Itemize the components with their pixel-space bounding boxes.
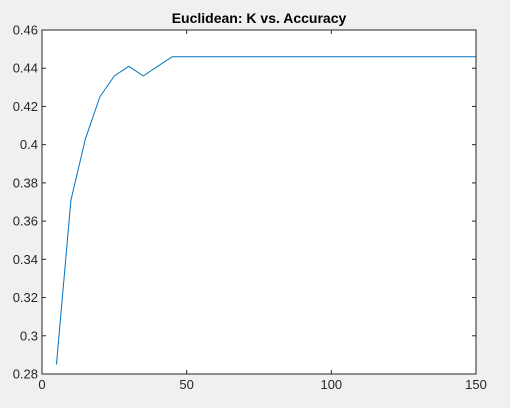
y-tick-label: 0.36 [13,214,38,229]
y-tick-label: 0.3 [20,328,38,343]
plot-area [42,30,476,374]
series-layer [55,56,476,365]
axes-box [41,29,477,375]
y-tick-label: 0.46 [13,23,38,38]
chart-title: Euclidean: K vs. Accuracy [172,10,347,26]
y-tick-label: 0.38 [13,175,38,190]
axes-layer: 0 50 100 150 0.28 0.3 0.32 0.34 0.36 0.38 0.4 0.42 0… [13,23,487,393]
y-tick-label: 0.28 [13,367,38,382]
y-tick-label: 0.42 [13,99,38,114]
x-tick-label: 0 [38,377,45,392]
y-tick-label: 0.34 [13,252,38,267]
y-tick-label: 0.4 [20,137,38,152]
y-tick-label: 0.32 [13,290,38,305]
x-tick-label: 150 [465,377,487,392]
y-tick-label: 0.44 [13,61,38,76]
x-tick-label: 100 [320,377,342,392]
x-tick-label: 50 [179,377,193,392]
series-line-0 [55,56,476,365]
